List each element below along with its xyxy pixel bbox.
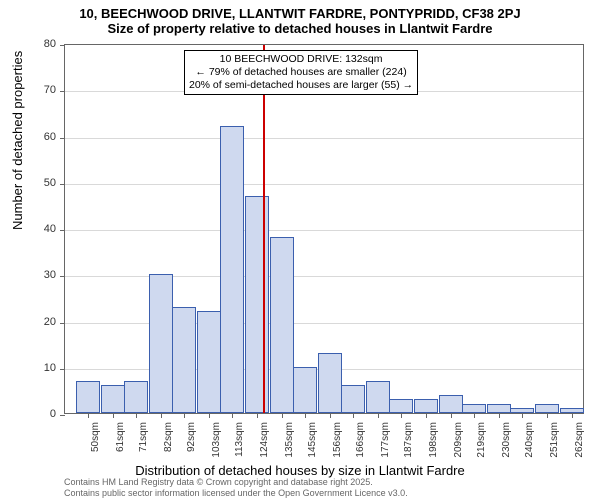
xtick-mark: [353, 413, 354, 418]
histogram-bar: [439, 395, 463, 414]
xtick-mark: [232, 413, 233, 418]
ytick-mark: [60, 369, 65, 370]
histogram-bar: [76, 381, 100, 413]
xtick-mark: [547, 413, 548, 418]
ytick-mark: [60, 323, 65, 324]
ytick-mark: [60, 184, 65, 185]
histogram-bar: [535, 404, 559, 413]
ytick-label: 10: [26, 362, 56, 374]
xtick-mark: [451, 413, 452, 418]
xtick-mark: [572, 413, 573, 418]
ytick-label: 20: [26, 316, 56, 328]
ytick-mark: [60, 138, 65, 139]
xtick-mark: [378, 413, 379, 418]
histogram-bar: [389, 399, 413, 413]
ytick-label: 30: [26, 269, 56, 281]
reference-line: [263, 45, 265, 413]
xtick-mark: [209, 413, 210, 418]
histogram-bar: [172, 307, 196, 413]
xtick-mark: [257, 413, 258, 418]
gridline-h: [65, 138, 583, 139]
xtick-mark: [474, 413, 475, 418]
histogram-bar: [366, 381, 390, 413]
histogram-bar: [245, 196, 269, 413]
annotation-box: 10 BEECHWOOD DRIVE: 132sqm ← 79% of deta…: [184, 50, 418, 95]
attribution-line2: Contains public sector information licen…: [64, 488, 408, 498]
histogram-bar: [341, 385, 365, 413]
ytick-label: 40: [26, 223, 56, 235]
ytick-mark: [60, 276, 65, 277]
attribution-line1: Contains HM Land Registry data © Crown c…: [64, 477, 408, 487]
histogram-bar: [149, 274, 173, 413]
annotation-line1: 10 BEECHWOOD DRIVE: 132sqm: [189, 53, 413, 66]
xtick-mark: [88, 413, 89, 418]
xtick-mark: [113, 413, 114, 418]
gridline-h: [65, 323, 583, 324]
xtick-mark: [184, 413, 185, 418]
chart-title-line2: Size of property relative to detached ho…: [0, 21, 600, 40]
attribution: Contains HM Land Registry data © Crown c…: [64, 477, 408, 498]
xtick-mark: [161, 413, 162, 418]
ytick-label: 70: [26, 84, 56, 96]
histogram-bar: [318, 353, 342, 413]
ytick-label: 60: [26, 131, 56, 143]
histogram-bar: [293, 367, 317, 413]
histogram-bar: [270, 237, 294, 413]
ytick-label: 50: [26, 177, 56, 189]
gridline-h: [65, 184, 583, 185]
histogram-bar: [124, 381, 148, 413]
annotation-line2: ← 79% of detached houses are smaller (22…: [189, 66, 413, 79]
histogram-bar: [487, 404, 511, 413]
x-axis-label: Distribution of detached houses by size …: [0, 463, 600, 478]
plot-area: [64, 44, 584, 414]
histogram-bar: [462, 404, 486, 413]
chart-title-line1: 10, BEECHWOOD DRIVE, LLANTWIT FARDRE, PO…: [0, 0, 600, 21]
ytick-mark: [60, 415, 65, 416]
ytick-mark: [60, 91, 65, 92]
xtick-mark: [305, 413, 306, 418]
gridline-h: [65, 276, 583, 277]
xtick-mark: [330, 413, 331, 418]
ytick-mark: [60, 45, 65, 46]
histogram-bar: [414, 399, 438, 413]
histogram-bar: [220, 126, 244, 413]
xtick-mark: [136, 413, 137, 418]
ytick-mark: [60, 230, 65, 231]
histogram-bar: [197, 311, 221, 413]
xtick-mark: [522, 413, 523, 418]
xtick-mark: [426, 413, 427, 418]
plot-wrap: 01020304050607080 50sqm61sqm71sqm82sqm92…: [64, 44, 584, 414]
ytick-label: 80: [26, 38, 56, 50]
annotation-line3: 20% of semi-detached houses are larger (…: [189, 79, 413, 92]
xtick-mark: [401, 413, 402, 418]
y-axis-label: Number of detached properties: [10, 51, 25, 230]
histogram-bar: [101, 385, 125, 413]
xtick-mark: [499, 413, 500, 418]
gridline-h: [65, 230, 583, 231]
xtick-mark: [282, 413, 283, 418]
ytick-label: 0: [26, 408, 56, 420]
